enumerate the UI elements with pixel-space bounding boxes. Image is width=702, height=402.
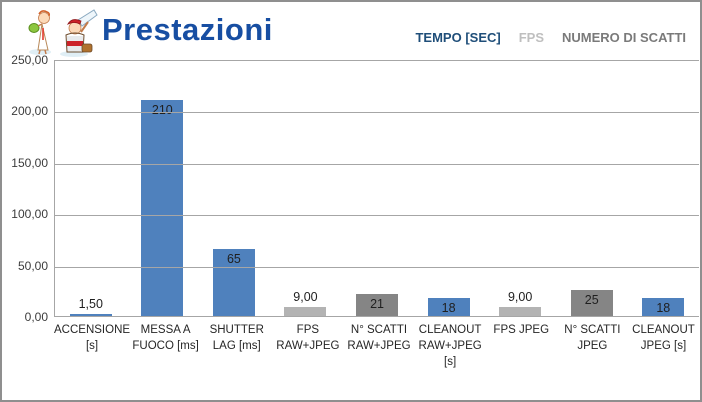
x-category-label-line: FPS bbox=[296, 324, 320, 336]
bar-data-label: 25 bbox=[584, 293, 599, 308]
bar-tempo-sec-: 65 bbox=[212, 249, 255, 316]
x-category-label-line: ACCENSIONE bbox=[54, 324, 131, 336]
bar-data-label: 1,50 bbox=[78, 297, 103, 311]
bar-column: 18 bbox=[628, 61, 700, 316]
x-category-label-line: JPEG bbox=[577, 340, 608, 352]
y-tick-label: 200,00 bbox=[11, 104, 48, 119]
gridline bbox=[55, 266, 699, 268]
bar-data-label: 21 bbox=[370, 297, 384, 312]
bar-column: 25 bbox=[556, 61, 628, 316]
gridline bbox=[55, 163, 699, 165]
x-category-label: SHUTTER LAG [ms] bbox=[201, 322, 272, 370]
x-category-label-line: RAW+JPEG bbox=[347, 340, 411, 352]
gridline bbox=[55, 215, 699, 217]
x-category-label-line: CLEANOUT bbox=[418, 324, 482, 336]
bars-container: 1,50 210 65 9,00 21 18 9,00 25 18 bbox=[55, 61, 699, 316]
x-category-label-line: CLEANOUT bbox=[632, 324, 695, 336]
legend-item-tempo: TEMPO [SEC] bbox=[415, 30, 501, 45]
legend: TEMPO [SEC] FPS NUMERO DI SCATTI bbox=[415, 30, 686, 45]
x-axis: ACCENSIONE [s] MESSA A FUOCO [ms] SHUTTER LAG… bbox=[54, 322, 699, 370]
plot-area: 1,50 210 65 9,00 21 18 9,00 25 18 bbox=[54, 60, 699, 317]
y-tick-label: 50,00 bbox=[17, 258, 48, 273]
y-tick-label: 150,00 bbox=[11, 155, 48, 170]
bar-numero-di-scatti: 21 bbox=[356, 294, 399, 316]
bar-fps: 9,00 bbox=[499, 290, 542, 316]
mascot-logo-icon bbox=[28, 9, 98, 57]
bar-data-label: 18 bbox=[656, 300, 671, 315]
y-tick-label: 250,00 bbox=[11, 53, 48, 67]
bar-column: 1,50 bbox=[55, 61, 127, 316]
x-category-label-line: LAG [ms] bbox=[212, 340, 261, 352]
x-category-label-line: N° SCATTI bbox=[564, 324, 621, 336]
x-category-label: FPS RAW+JPEG bbox=[272, 322, 343, 370]
x-category-label: N° SCATTI JPEG bbox=[557, 322, 628, 370]
bar-tempo-sec-: 210 bbox=[141, 100, 184, 316]
bar-data-label: 9,00 bbox=[293, 289, 318, 304]
bar-tempo-sec-: 1,50 bbox=[69, 297, 112, 316]
bar-column: 9,00 bbox=[270, 61, 342, 316]
legend-item-numero-di-scatti: NUMERO DI SCATTI bbox=[562, 30, 686, 45]
bar-data-label: 18 bbox=[441, 300, 456, 315]
x-category-label-line: FPS JPEG bbox=[493, 324, 550, 336]
bar-column: 9,00 bbox=[484, 61, 556, 316]
bar-column: 18 bbox=[413, 61, 485, 316]
x-category-label: ACCENSIONE [s] bbox=[54, 322, 130, 370]
bar-data-label: 65 bbox=[226, 252, 241, 267]
x-category-label-line: MESSA A bbox=[140, 324, 191, 336]
x-category-label-line: JPEG [s] bbox=[640, 340, 687, 352]
x-category-label: MESSA A FUOCO [ms] bbox=[130, 322, 201, 370]
bar-numero-di-scatti: 25 bbox=[570, 290, 613, 316]
x-category-label-line: RAW+JPEG bbox=[276, 340, 340, 352]
gridline bbox=[55, 112, 699, 114]
x-category-label: CLEANOUT RAW+JPEG [s] bbox=[415, 322, 486, 370]
x-category-label-line: [s] bbox=[85, 340, 99, 352]
x-category-label-line: [s] bbox=[444, 356, 457, 368]
bar-fps: 9,00 bbox=[284, 290, 327, 316]
bar-tempo-sec-: 18 bbox=[642, 297, 685, 316]
x-category-label-line: FUOCO [ms] bbox=[132, 340, 199, 352]
bar-data-label: 210 bbox=[151, 103, 173, 118]
chart-title: Prestazioni bbox=[102, 12, 273, 47]
bar-column: 65 bbox=[198, 61, 270, 316]
y-tick-label: 0,00 bbox=[24, 310, 48, 324]
x-category-label: CLEANOUT JPEG [s] bbox=[628, 322, 699, 370]
legend-item-fps: FPS bbox=[518, 30, 545, 45]
bar-data-label: 9,00 bbox=[507, 289, 533, 304]
bar-column: 210 bbox=[127, 61, 199, 316]
x-category-label: FPS JPEG bbox=[486, 322, 557, 370]
bar-column: 21 bbox=[341, 61, 413, 316]
x-category-label-line: RAW+JPEG bbox=[418, 340, 482, 352]
y-tick-label: 100,00 bbox=[11, 207, 48, 222]
x-category-label-line: N° SCATTI bbox=[350, 324, 408, 336]
bar-tempo-sec-: 18 bbox=[427, 297, 470, 316]
x-category-label: N° SCATTI RAW+JPEG bbox=[343, 322, 414, 370]
x-category-label-line: SHUTTER bbox=[209, 324, 264, 336]
